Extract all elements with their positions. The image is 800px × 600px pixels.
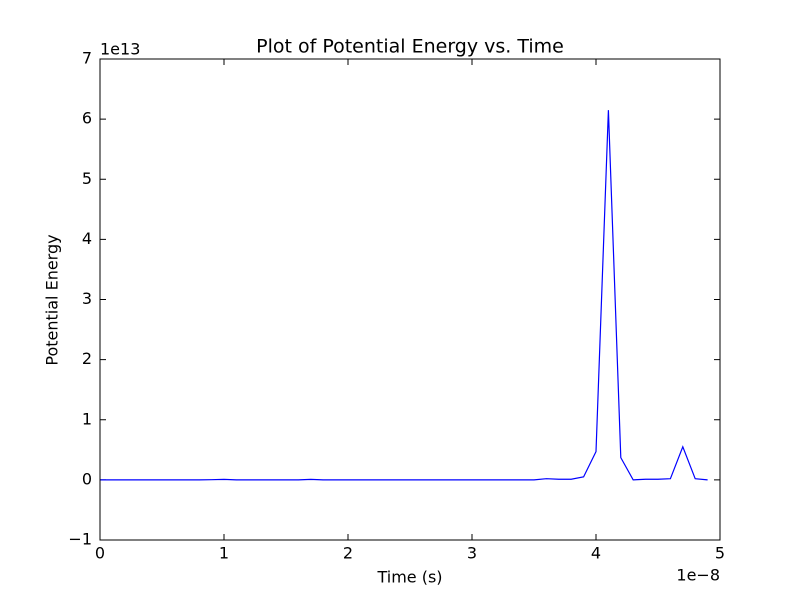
x-tick-label: 1	[219, 544, 229, 563]
data-line	[100, 110, 708, 481]
x-tick-label: 5	[715, 544, 725, 563]
x-tick-label: 4	[591, 544, 601, 563]
x-tick-label: 2	[343, 544, 353, 563]
y-tick-label: −1	[68, 530, 92, 549]
x-offset-label: 1e−8	[676, 566, 720, 585]
y-tick-label: 3	[82, 289, 92, 308]
chart-title: Plot of Potential Energy vs. Time	[256, 36, 564, 58]
y-tick-label: 4	[82, 229, 92, 248]
x-tick-label: 3	[467, 544, 477, 563]
x-tick-label: 0	[95, 544, 105, 563]
y-tick-label: 5	[82, 169, 92, 188]
y-tick-label: 7	[82, 49, 92, 68]
y-tick-label: 6	[82, 109, 92, 128]
y-tick-label: 1	[82, 409, 92, 428]
y-offset-label: 1e13	[100, 40, 140, 59]
x-axis-label: Time (s)	[376, 568, 442, 587]
y-axis-label: Potential Energy	[43, 234, 62, 365]
y-tick-label: 0	[82, 469, 92, 488]
plot-frame	[99, 58, 721, 541]
y-tick-label: 2	[82, 349, 92, 368]
